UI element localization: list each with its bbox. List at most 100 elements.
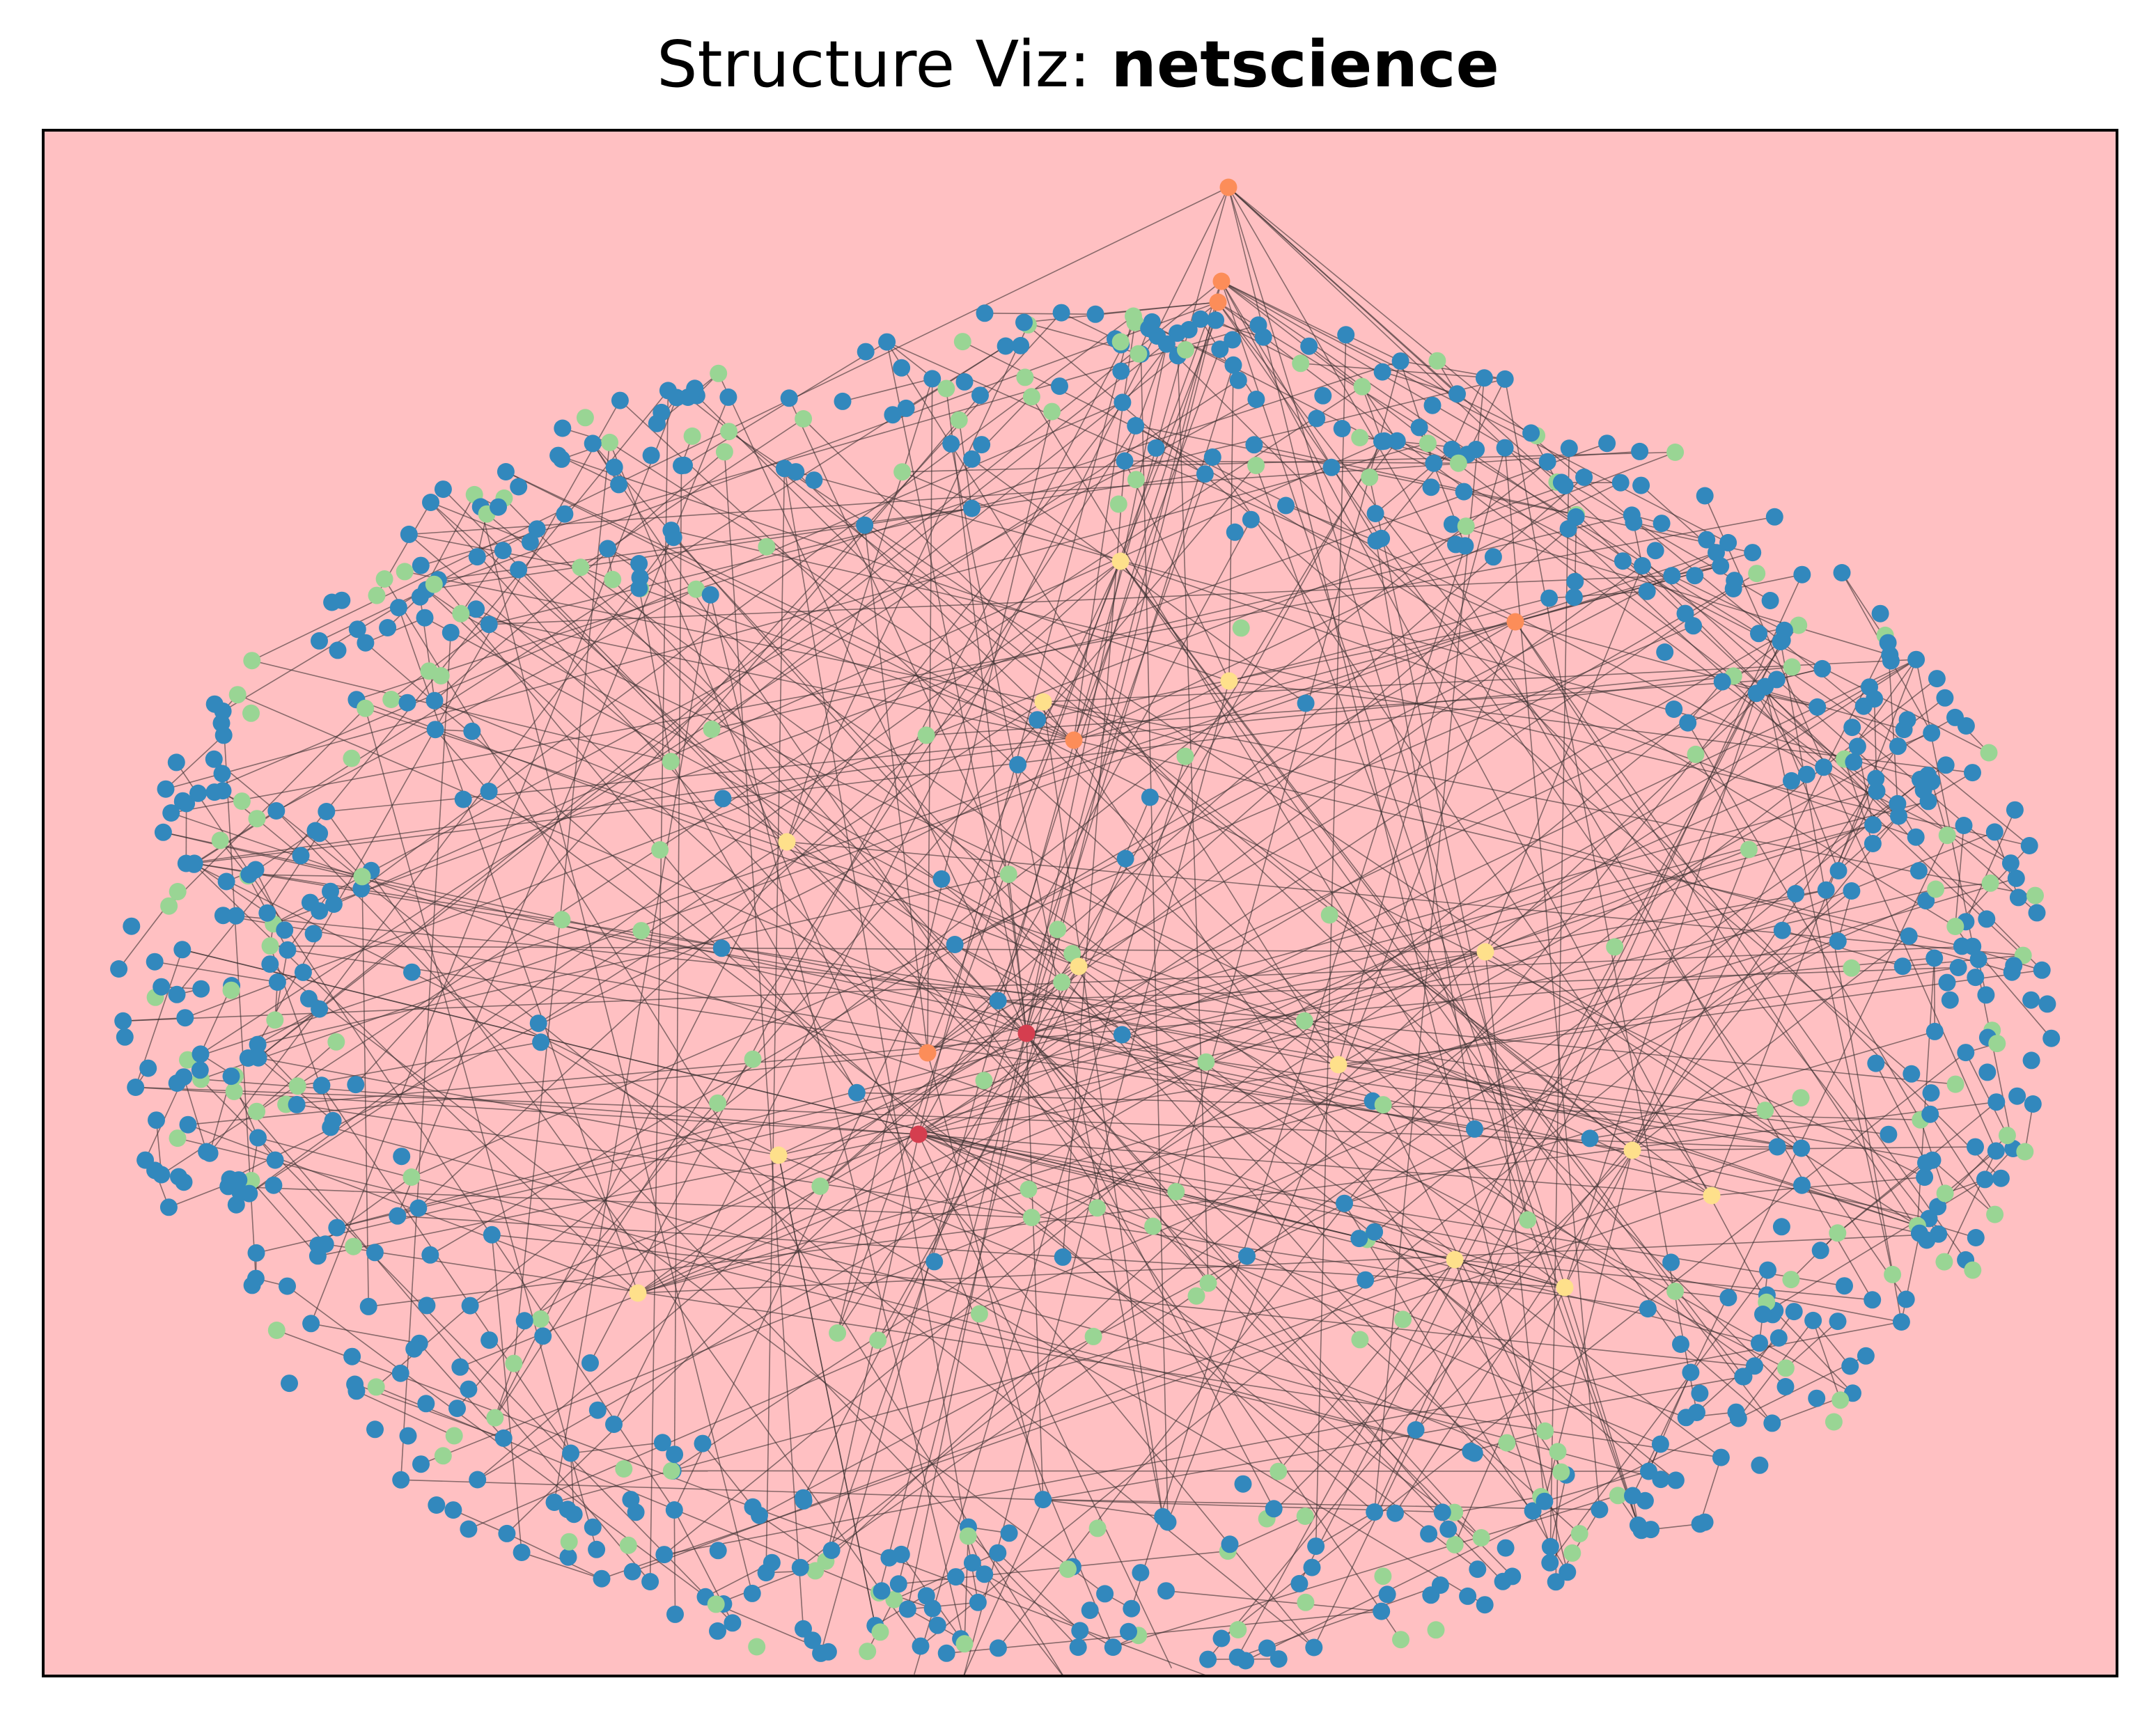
graph-node-green [937, 379, 955, 398]
graph-node-blue [1290, 1574, 1309, 1592]
graph-node-blue [1651, 1435, 1669, 1453]
graph-node-blue [294, 963, 312, 981]
graph-node-blue [584, 434, 602, 453]
graph-node-blue [969, 1593, 987, 1611]
graph-node-blue [834, 392, 852, 410]
graph-edge [1228, 187, 2038, 914]
graph-node-blue [279, 941, 297, 959]
graph-edge [1780, 641, 1903, 1322]
graph-node-blue [1469, 1560, 1487, 1579]
graph-node-green [970, 1305, 988, 1323]
graph-node-green [425, 575, 443, 593]
graph-node-green [1049, 921, 1067, 939]
graph-edge [1485, 849, 1749, 953]
graph-edge [1671, 574, 1785, 632]
graph-edge [1965, 809, 2016, 923]
graph-edge [1632, 935, 1909, 1151]
graph-edge [1026, 1033, 1209, 1284]
graph-edge [187, 1052, 928, 1125]
graph-node-blue [1967, 1229, 1985, 1246]
graph-node-blue [167, 753, 185, 772]
graph-edge [1221, 281, 1767, 1303]
graph-edge [233, 1090, 651, 1583]
graph-node-green [1297, 1593, 1315, 1611]
graph-edge [783, 468, 979, 1603]
graph-node-green [505, 1354, 523, 1372]
graph-edge [1221, 281, 1639, 1526]
graph-edge [1763, 1179, 1985, 1315]
graph-edge [1073, 322, 1136, 741]
graph-edge [1812, 1319, 1851, 1367]
graph-node-blue [1662, 1253, 1680, 1271]
graph-edge [1454, 1496, 1541, 1513]
graph-node-green [1232, 619, 1250, 637]
graph-node-blue [1541, 1553, 1559, 1572]
graph-node-blue [191, 1061, 209, 1079]
graph-edge [442, 489, 1513, 1577]
graph-edge [1368, 477, 1529, 1221]
graph-node-blue [247, 1269, 265, 1287]
graph-edge [673, 465, 682, 1455]
graph-node-blue [1132, 1564, 1150, 1582]
graph-edge [194, 863, 1765, 1111]
graph-node-blue [1029, 711, 1047, 729]
graph-node-blue [1898, 711, 1916, 729]
graph-node-blue [1653, 515, 1671, 533]
graph-node-blue [1768, 1138, 1786, 1156]
graph-edge [321, 1085, 572, 1454]
graph-node-blue [1447, 535, 1464, 554]
graph-node-green [1570, 1525, 1588, 1543]
graph-node-orange [1506, 613, 1524, 631]
graph-node-green [715, 443, 733, 461]
graph-edge [918, 315, 1134, 1135]
graph-edge [365, 707, 1918, 1227]
graph-edge [1955, 825, 1964, 927]
graph-node-blue [1841, 1357, 1859, 1375]
graph-node-blue [1308, 409, 1326, 428]
graph-node-green [859, 1643, 877, 1661]
graph-node-blue [454, 790, 472, 808]
graph-edge [276, 810, 1315, 1648]
graph-edge [1026, 1033, 1274, 1510]
graph-edge [1633, 522, 1707, 540]
graph-node-blue [1976, 1170, 1994, 1189]
graph-node-blue [1081, 1602, 1099, 1620]
graph-node-green [1884, 1265, 1902, 1283]
graph-node-blue [1907, 650, 1925, 668]
graph-edge [998, 966, 1959, 1001]
graph-node-blue [1928, 670, 1946, 688]
graph-node-green [1130, 345, 1148, 363]
graph-node-green [1776, 1359, 1795, 1377]
graph-edge [927, 320, 1217, 1054]
graph-edge [256, 889, 1827, 1254]
graph-node-blue [490, 498, 507, 516]
graph-node-blue [545, 1494, 563, 1511]
graph-node-blue [425, 691, 444, 710]
graph-edge [1837, 1162, 1926, 1234]
graph-edge [619, 400, 1339, 1065]
graph-edge [273, 1184, 326, 1245]
graph-node-blue [189, 784, 207, 802]
graph-edge [1549, 1475, 1567, 1547]
graph-edge [249, 561, 1121, 1194]
graph-node-blue [581, 1354, 599, 1372]
graph-node-blue [963, 1554, 981, 1572]
graph-node-blue [1843, 719, 1861, 737]
graph-node-blue [946, 936, 964, 953]
graph-node-blue [266, 1151, 284, 1169]
graph-node-blue [467, 600, 485, 618]
graph-node-green [1936, 1184, 1954, 1203]
graph-node-green [1127, 471, 1145, 489]
graph-node-blue [1665, 700, 1683, 718]
graph-node-green [950, 411, 968, 429]
graph-edge [724, 451, 804, 1629]
graph-edge [918, 659, 1916, 1135]
graph-node-blue [1147, 439, 1165, 457]
graph-node-green [169, 883, 187, 900]
graph-node-blue [1868, 782, 1886, 800]
graph-node-blue [880, 1549, 898, 1567]
graph-edge [200, 1079, 733, 1624]
graph-node-blue [1540, 589, 1559, 607]
graph-edge [786, 841, 2024, 956]
graph-node-blue [1953, 937, 1971, 955]
